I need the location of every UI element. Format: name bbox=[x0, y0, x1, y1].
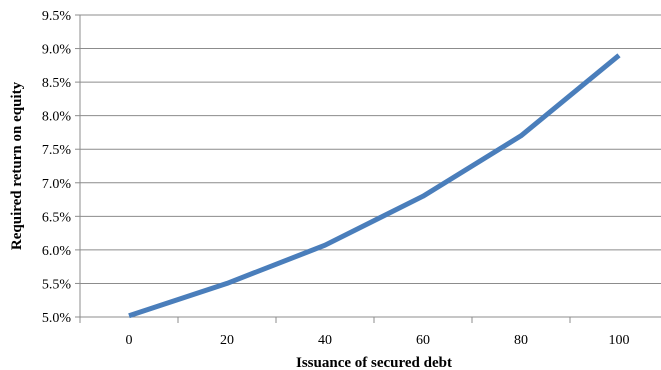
y-tick-label: 9.5% bbox=[42, 9, 72, 24]
x-axis-title: Issuance of secured debt bbox=[296, 355, 452, 370]
series-line bbox=[128, 53, 621, 319]
y-tick-label: 9.0% bbox=[42, 43, 72, 58]
y-tick-label: 6.5% bbox=[42, 210, 72, 225]
y-tick-label: 5.0% bbox=[42, 311, 72, 326]
x-tick-label: 40 bbox=[318, 333, 332, 348]
x-tick-label: 80 bbox=[514, 333, 528, 348]
series-layer bbox=[128, 53, 621, 319]
x-tick-label: 100 bbox=[609, 333, 630, 348]
x-tick-label: 0 bbox=[126, 333, 133, 348]
y-tick-label: 6.0% bbox=[42, 244, 72, 259]
y-tick-label: 7.5% bbox=[42, 143, 72, 158]
y-tick-label: 5.5% bbox=[42, 277, 72, 292]
y-tick-label: 8.5% bbox=[42, 76, 72, 91]
tick-labels: 5.0% 5.5% 6.0% 6.5% 7.0% 7.5% 8.0% 8.5% 9.0% 9.5%… bbox=[42, 9, 630, 348]
y-tick-label: 8.0% bbox=[42, 110, 72, 125]
x-tick-label: 20 bbox=[220, 333, 234, 348]
y-tick-label: 7.0% bbox=[42, 177, 72, 192]
y-axis-title: Required return on equity bbox=[9, 81, 25, 250]
grid-lines bbox=[80, 14, 661, 284]
x-tick-label: 60 bbox=[416, 333, 430, 348]
axes bbox=[75, 14, 661, 323]
